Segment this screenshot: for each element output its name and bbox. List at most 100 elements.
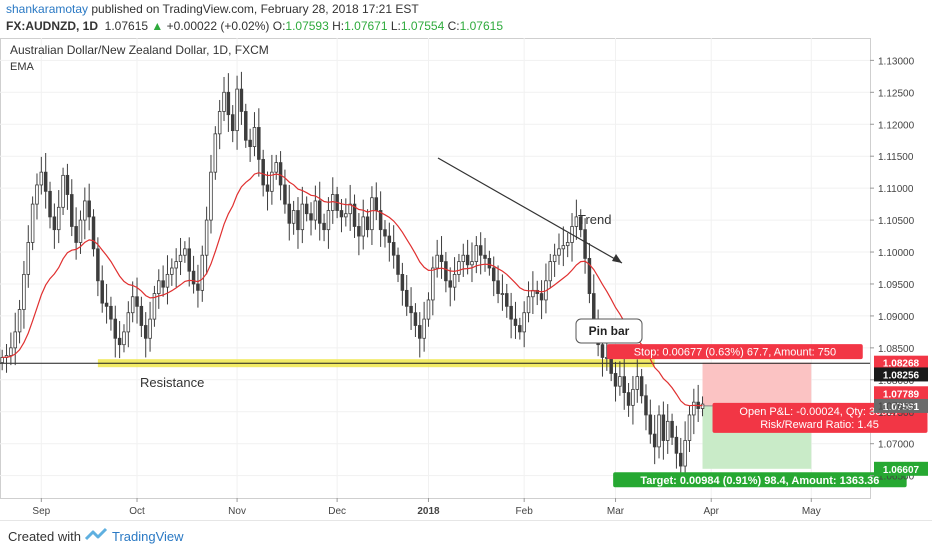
candle (648, 414, 653, 435)
price-chart[interactable]: Stop: 0.00677 (0.63%) 67.7, Amount: 750 O… (0, 38, 932, 520)
price-tag-bg (874, 461, 928, 476)
candle (326, 210, 331, 231)
candle (161, 280, 165, 288)
candle (270, 171, 274, 192)
candles (0, 71, 705, 484)
candle (679, 452, 683, 467)
candle (374, 197, 379, 211)
y-tick-label: 1.07500 (878, 408, 915, 419)
y-tick-label: 1.11000 (878, 184, 914, 195)
candle (622, 376, 626, 393)
candle (135, 296, 139, 307)
candle (113, 318, 118, 339)
high-label: H: (332, 19, 345, 33)
created-with: Created with (8, 529, 81, 544)
indicator-label: EMA (10, 61, 35, 73)
candle (291, 210, 296, 224)
x-tick-label: Feb (516, 506, 534, 517)
candle (331, 194, 335, 211)
candle (139, 305, 144, 326)
candle (683, 440, 687, 467)
candle (304, 203, 309, 215)
low-label: L: (390, 19, 401, 33)
candle (30, 203, 35, 243)
candle (609, 357, 613, 374)
y-tick-label: 1.13000 (878, 56, 915, 67)
stop-label-bg (607, 344, 863, 360)
trend-label: Trend (578, 212, 611, 227)
candle (448, 280, 452, 288)
candle (170, 267, 174, 275)
candle (444, 261, 448, 282)
candle (409, 305, 413, 314)
candle (535, 289, 539, 294)
stop-label: Stop: 0.00677 (0.63%) 67.7, Amount: 750 (634, 347, 836, 359)
annotations: Stop: 0.00677 (0.63%) 67.7, Amount: 750 O… (140, 157, 928, 488)
candle (222, 91, 226, 112)
y-tick-label: 1.08500 (878, 344, 915, 355)
pin-bar-label: Pin bar (589, 324, 630, 338)
candle (674, 436, 679, 454)
candle (43, 171, 48, 192)
price-tag-bg (874, 386, 928, 401)
x-axis[interactable]: Sep Oct Nov Dec 2018 Feb Mar Apr May (32, 498, 821, 517)
candle (274, 162, 278, 173)
candle (39, 171, 44, 186)
chart-area[interactable]: Stop: 0.00677 (0.63%) 67.7, Amount: 750 O… (0, 38, 932, 520)
price-tag-bg (874, 398, 928, 413)
candle (383, 229, 387, 237)
candle (287, 203, 292, 224)
candle (317, 200, 322, 224)
candle (187, 248, 191, 272)
symbol: FX:AUDNZD, 1D (6, 19, 98, 33)
y-axis[interactable]: 1.13000 1.12500 1.12000 1.11500 1.11000 1.105… (870, 56, 928, 483)
candle (78, 219, 83, 243)
candle (635, 376, 640, 390)
price-tag: 1.08268 (883, 359, 920, 370)
candle (370, 197, 374, 231)
price-tag: 1.06607 (883, 465, 920, 476)
candle (465, 254, 470, 266)
current-price-label: 1.07615 (878, 401, 915, 412)
trend-arrow-icon (612, 254, 622, 263)
candle (391, 242, 396, 256)
candle (239, 88, 244, 112)
candle (52, 216, 57, 231)
candle (296, 210, 300, 231)
candle (257, 127, 261, 160)
candle (574, 216, 579, 227)
candle (435, 254, 439, 269)
tradingview-link[interactable]: TradingView (112, 529, 184, 544)
candle (70, 194, 74, 227)
open-value: 1.07593 (285, 19, 329, 33)
candle (631, 388, 635, 406)
candle (548, 261, 553, 282)
candle (9, 347, 13, 356)
chart-title: Australian Dollar/New Zealand Dollar, 1D… (10, 43, 269, 57)
candle (130, 296, 135, 314)
candle (478, 245, 483, 256)
candle (309, 213, 313, 221)
candle (261, 158, 265, 186)
candle (178, 254, 183, 263)
y-tick-label: 1.10500 (878, 216, 915, 227)
published-info: published on TradingView.com, February 2… (88, 2, 419, 16)
candle (413, 312, 418, 326)
candle (670, 420, 674, 438)
stop-zone (702, 362, 812, 406)
y-tick-label: 1.06500 (878, 472, 915, 483)
candle (248, 139, 252, 148)
candle (244, 111, 248, 141)
trend-line (437, 157, 623, 264)
symbol-line: FX:AUDNZD, 1D 1.07615 ▲ +0.00022 (+0.02%… (6, 19, 503, 33)
low-value: 1.07554 (400, 19, 445, 33)
candle (122, 331, 126, 346)
candle (513, 318, 518, 326)
author-link[interactable]: shankaramotay (6, 2, 89, 16)
candle (639, 376, 644, 397)
candle (96, 248, 100, 282)
candle (518, 325, 522, 333)
candle (522, 312, 526, 333)
candle (48, 190, 52, 218)
y-tick-label: 1.11500 (878, 152, 914, 163)
